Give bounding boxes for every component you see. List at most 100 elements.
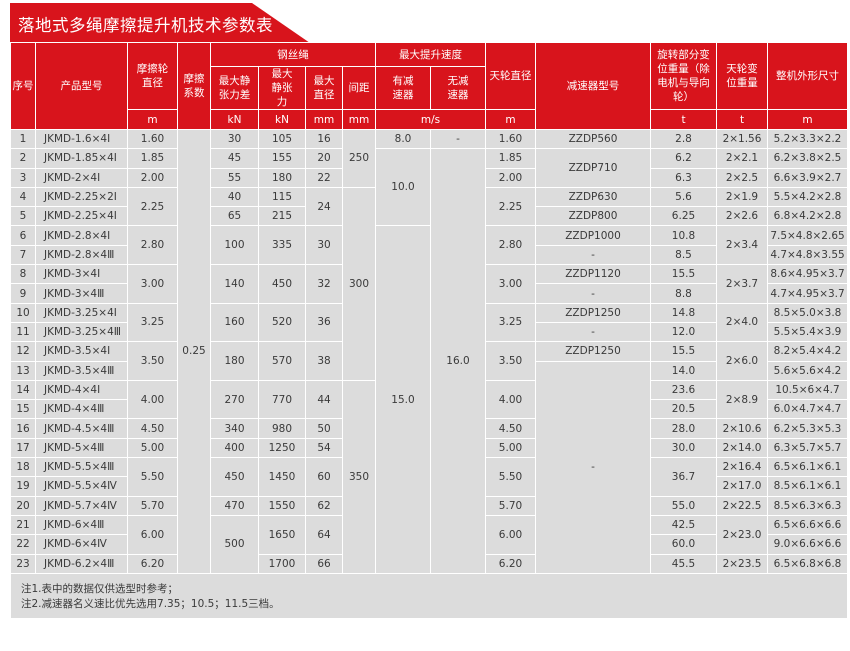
cell-sheave-dia: 2.00: [485, 167, 536, 188]
col-rope-tension: 最大静张力: [258, 66, 306, 110]
col-sheave-dia: 天轮直径: [485, 42, 536, 110]
cell-wheel-dia: 4.50: [127, 418, 178, 439]
cell-dims: 6.3×5.7×5.7: [767, 437, 848, 459]
cell-rot-weight: 23.6: [650, 379, 717, 401]
cell-dims: 6.0×4.7×4.7: [767, 399, 848, 420]
cell-dims: 6.2×3.8×2.5: [767, 148, 848, 169]
cell-dims: 8.5×6.1×6.1: [767, 476, 848, 497]
cell-wheel-dia: 4.00: [127, 379, 178, 420]
cell-rope-diff: 500: [210, 514, 259, 574]
cell-model: JKMD-4×4Ⅰ: [35, 379, 128, 401]
cell-rope-dia: 24: [305, 186, 343, 227]
cell-wheel-dia: 6.20: [127, 553, 178, 574]
cell-model: JKMD-3×4Ⅲ: [35, 283, 128, 304]
cell-reducer: ZZDP800: [535, 206, 651, 227]
cell-seq: 21: [10, 514, 36, 536]
cell-dims: 6.5×6.8×6.8: [767, 553, 848, 574]
cell-wheel-dia: 3.00: [127, 264, 178, 304]
cell-dims: 6.8×4.2×2.8: [767, 206, 848, 227]
cell-seq: 12: [10, 341, 36, 362]
cell-rope-tension: 450: [258, 264, 306, 304]
cell-wheel-dia: 1.85: [127, 148, 178, 169]
cell-rope-dia: 36: [305, 302, 343, 343]
cell-rope-diff: 55: [210, 167, 259, 188]
unit-rope-diff: kN: [210, 109, 259, 130]
cell-rope-diff: 30: [210, 128, 259, 150]
cell-rope-diff: 400: [210, 437, 259, 459]
cell-seq: 14: [10, 379, 36, 401]
cell-rope-tension: 215: [258, 206, 306, 227]
cell-sheave-dia: 5.70: [485, 495, 536, 516]
cell-sheave-weight: 2×8.9: [716, 379, 768, 420]
cell-dims: 10.5×6×4.7: [767, 379, 848, 401]
cell-seq: 13: [10, 360, 36, 381]
cell-sheave-weight: 2×2.5: [716, 167, 768, 188]
cell-rope-tension: 980: [258, 418, 306, 439]
cell-dims: 4.7×4.8×3.55: [767, 244, 848, 266]
cell-seq: 6: [10, 225, 36, 246]
cell-rope-tension: 105: [258, 128, 306, 150]
cell-model: JKMD-6×4Ⅳ: [35, 534, 128, 555]
cell-sheave-weight: 2×10.6: [716, 418, 768, 439]
col-sheave-weight: 天轮变位重量: [716, 42, 768, 110]
col-friction: 摩擦系数: [177, 42, 211, 130]
cell-sheave-dia: 6.20: [485, 553, 536, 574]
cell-rot-weight: 42.5: [650, 514, 717, 536]
cell-model: JKMD-5.7×4Ⅳ: [35, 495, 128, 516]
cell-rot-weight: 2.8: [650, 128, 717, 150]
cell-sheave-weight: 2×4.0: [716, 302, 768, 343]
cell-rope-tension: 1550: [258, 495, 306, 516]
table-row: 3 JKMD-2×4Ⅰ 2.00 55 180 22 2.00 6.3 2×2.5 6.6×3.9…: [10, 167, 848, 188]
unit-rope-tension: kN: [258, 109, 306, 130]
cell-rope-dia: 32: [305, 264, 343, 304]
cell-rope-dia: 60: [305, 457, 343, 497]
notes: 注1.表中的数据仅供选型时参考； 注2.减速器名义速比优先选用7.35；10.5…: [10, 572, 848, 619]
cell-speed-with: 15.0: [375, 225, 431, 574]
cell-friction: 0.25: [177, 129, 211, 574]
cell-dims: 6.5×6.1×6.1: [767, 457, 848, 478]
cell-rope-dia: 20: [305, 148, 343, 169]
cell-sheave-dia: 4.00: [485, 379, 536, 420]
table-row: 4 JKMD-2.25×2Ⅰ 2.25 40 115 24 300 2.25 ZZDP630 5.…: [10, 186, 848, 381]
cell-model: JKMD-2.8×4Ⅲ: [35, 244, 128, 266]
cell-sheave-dia: 6.00: [485, 514, 536, 555]
table-row: 1 JKMD-1.6×4Ⅰ 1.60 0.25 30 105 16 250 8.0-1.60 ZZ…: [10, 128, 848, 574]
unit-dims: m: [767, 109, 848, 130]
cell-sheave-dia: 4.50: [485, 418, 536, 439]
col-group-rope: 钢丝绳: [210, 42, 376, 67]
cell-wheel-dia: 1.60: [127, 128, 178, 150]
cell-model: JKMD-3.25×4Ⅲ: [35, 321, 128, 343]
cell-wheel-dia: 2.00: [127, 167, 178, 188]
cell-model: JKMD-5×4Ⅲ: [35, 437, 128, 459]
cell-seq: 20: [10, 495, 36, 516]
cell-sheave-dia: 2.80: [485, 225, 536, 266]
table-row: 7 JKMD-2.8×4Ⅲ -8.5 4.7×4.8×3.55: [10, 244, 848, 266]
cell-rope-tension: 180: [258, 167, 306, 188]
cell-seq: 1: [10, 128, 36, 150]
cell-rope-pitch: 250: [342, 129, 376, 188]
table-row: 9 JKMD-3×4Ⅲ -8.8 4.7×4.95×3.7: [10, 283, 848, 304]
cell-rope-diff: 180: [210, 341, 259, 381]
cell-model: JKMD-3.5×4Ⅲ: [35, 360, 128, 381]
cell-rope-diff: 100: [210, 225, 259, 266]
table-row: 5 JKMD-2.25×4Ⅰ 65 215 ZZDP800 6.25 2×2.6 6.8×4.…: [10, 206, 848, 227]
unit-rot-weight: t: [650, 109, 717, 130]
cell-reducer: ZZDP630: [535, 186, 651, 208]
cell-rope-dia: 16: [305, 128, 343, 150]
col-reducer: 减速器型号: [535, 42, 651, 130]
cell-seq: 4: [10, 186, 36, 208]
cell-rot-weight: 20.5: [650, 399, 717, 420]
cell-model: JKMD-2.25×4Ⅰ: [35, 206, 128, 227]
cell-sheave-weight: 2×2.6: [716, 206, 768, 227]
cell-dims: 6.2×5.3×5.3: [767, 418, 848, 439]
cell-rope-diff: 470: [210, 495, 259, 516]
cell-rope-tension: 1650: [258, 514, 306, 555]
cell-speed-with: 8.0: [375, 128, 431, 150]
table-row: 12 JKMD-3.5×4Ⅰ 3.50 180 570 38 3.50 ZZDP1250 15.…: [10, 341, 848, 381]
col-rope-pitch: 间距: [342, 66, 376, 110]
cell-reducer: -: [535, 244, 651, 266]
cell-sheave-dia: 3.50: [485, 341, 536, 381]
cell-seq: 9: [10, 283, 36, 304]
cell-seq: 5: [10, 206, 36, 227]
col-group-speed: 最大提升速度: [375, 42, 486, 67]
